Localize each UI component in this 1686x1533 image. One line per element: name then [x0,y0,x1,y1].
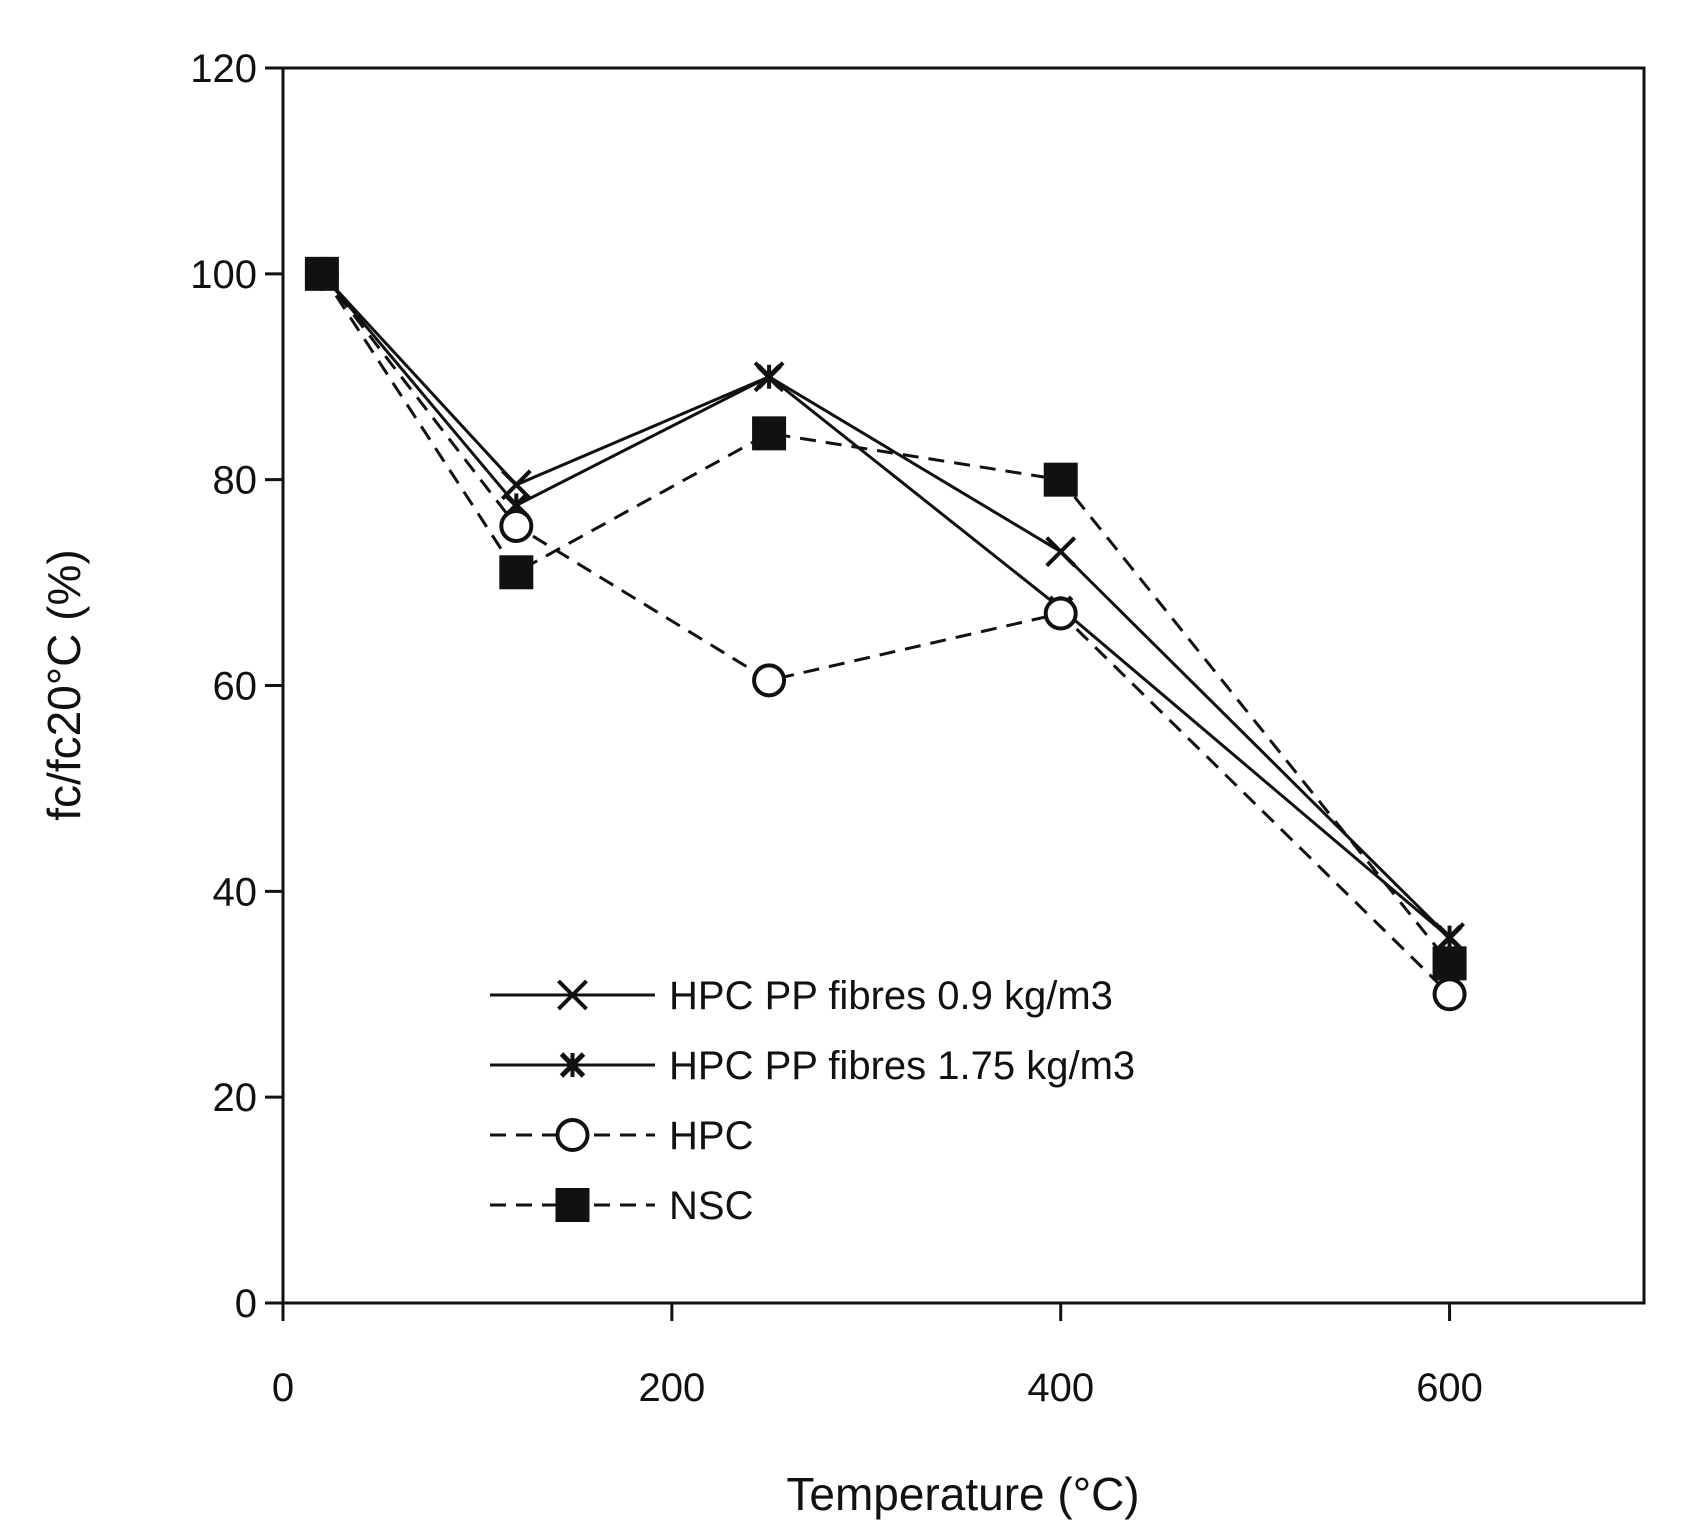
x-axis-title: Temperature (°C) [786,1468,1139,1520]
y-tick-label: 80 [213,459,258,503]
y-tick-label: 60 [213,665,258,709]
square-marker [499,555,534,590]
square-marker [752,416,787,451]
x-axis-ticks: 0 200 400 600 [272,1303,1483,1410]
plot-frame [281,66,1646,1305]
legend-label: HPC PP fibres 1.75 kg/m3 [669,1044,1135,1088]
x-tick-label: 0 [272,1366,294,1410]
star-marker [756,363,782,390]
x-tick-label: 600 [1416,1366,1483,1410]
square-marker [1432,946,1467,981]
series-layer [304,256,1467,1012]
legend: HPC PP fibres 0.9 kg/m3 HPC PP fibres 1.7… [490,974,1135,1228]
legend-label: HPC [669,1114,753,1158]
legend-label: HPC PP fibres 0.9 kg/m3 [669,974,1113,1018]
series-line [320,272,1451,939]
series-line [320,272,1451,939]
x-marker [1045,536,1077,568]
legend-item: HPC PP fibres 1.75 kg/m3 [490,1044,1135,1088]
circle-marker [752,663,787,698]
x-tick-label: 200 [638,1366,705,1410]
y-axis-ticks: 0 20 40 60 80 100 120 [190,47,283,1326]
series-line [320,273,1451,965]
series-2 [309,261,1463,951]
circle-marker [1432,977,1467,1012]
legend-item: HPC PP fibres 0.9 kg/m3 [490,974,1113,1018]
series-4 [304,256,1467,981]
x-marker [557,979,588,1011]
series-3 [304,256,1467,1012]
square-marker [304,256,339,291]
y-axis-title: fc/fc20°C (%) [38,549,90,820]
y-tick-label: 120 [190,47,257,91]
circle-marker [1043,596,1078,631]
square-marker [555,1188,590,1222]
y-tick-label: 20 [213,1076,258,1120]
series-line [320,272,1451,996]
square-marker [1043,462,1078,497]
legend-label: NSC [669,1184,753,1228]
y-tick-label: 40 [213,870,258,914]
y-tick-label: 100 [190,253,257,297]
x-tick-label: 400 [1027,1366,1094,1410]
y-tick-label: 0 [235,1282,257,1326]
series-1 [306,258,1465,954]
legend-item: HPC [490,1114,753,1158]
circle-marker [555,1118,590,1152]
star-marker [1436,924,1463,951]
star-marker [559,1052,586,1078]
legend-item: NSC [490,1184,753,1228]
circle-marker [499,508,534,543]
